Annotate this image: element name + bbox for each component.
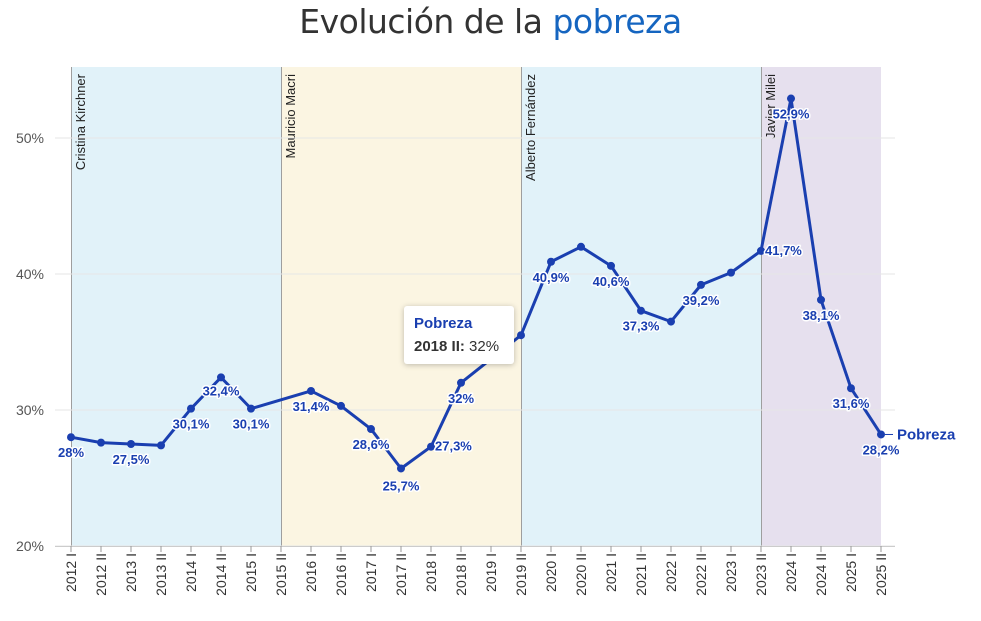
tooltip-category: 2018 II: bbox=[414, 338, 465, 355]
x-tick-label: 2023 II bbox=[753, 553, 769, 596]
data-point bbox=[817, 295, 825, 304]
x-tick-label: 2012 I bbox=[63, 553, 79, 592]
data-point bbox=[67, 433, 75, 442]
x-tick-label: 2023 I bbox=[723, 553, 739, 592]
data-point bbox=[847, 384, 855, 393]
data-label: 30,1% bbox=[173, 417, 210, 432]
data-point bbox=[157, 441, 165, 450]
tooltip-value: 32% bbox=[469, 338, 500, 355]
data-label: 32% bbox=[448, 391, 474, 406]
y-axis: 20% 30% 40% 50% bbox=[16, 130, 44, 554]
x-tick-label: 2016 I bbox=[303, 553, 319, 592]
data-label: 38,1% bbox=[803, 308, 840, 323]
x-tick-label: 2024 II bbox=[813, 553, 829, 596]
tooltip: Pobreza 2018 II: 32% bbox=[404, 306, 514, 364]
x-tick-label: 2014 I bbox=[183, 553, 199, 592]
data-labels: 28% 27,5% 30,1% 32,4% 30,1% 31,4% 28,6% 25,7% 27… bbox=[56, 105, 956, 495]
x-tick-label: 2021 II bbox=[633, 553, 649, 596]
x-tick-label: 2025 II bbox=[873, 553, 889, 596]
chart-title-prefix: Evolución de la bbox=[299, 2, 543, 41]
data-label: 30,1% bbox=[233, 417, 270, 432]
data-point bbox=[217, 373, 225, 382]
x-tick-label: 2019 I bbox=[483, 553, 499, 592]
data-point bbox=[637, 306, 645, 315]
data-point bbox=[457, 378, 465, 387]
data-point bbox=[187, 404, 195, 413]
data-point bbox=[97, 438, 105, 447]
x-tick-label: 2014 II bbox=[213, 553, 229, 596]
x-tick-label: 2020 II bbox=[573, 553, 589, 596]
data-point bbox=[667, 317, 675, 326]
data-point bbox=[607, 261, 615, 270]
x-tick-label: 2022 I bbox=[663, 553, 679, 592]
x-tick-label: 2018 II bbox=[453, 553, 469, 596]
data-label: 37,3% bbox=[623, 319, 660, 334]
tooltip-series: Pobreza bbox=[414, 315, 473, 332]
data-point bbox=[307, 386, 315, 395]
data-point bbox=[757, 246, 765, 255]
period-label: Javier Milei bbox=[763, 74, 778, 139]
data-label: 41,7% bbox=[765, 243, 802, 258]
data-point bbox=[397, 464, 405, 473]
period-label: Mauricio Macri bbox=[283, 74, 298, 159]
x-tick-label: 2021 I bbox=[603, 553, 619, 592]
x-tick-label: 2020 I bbox=[543, 553, 559, 592]
x-tick-label: 2016 II bbox=[333, 553, 349, 596]
chart-title: Evolución de la pobreza bbox=[0, 2, 981, 46]
period-band bbox=[521, 67, 761, 546]
y-tick-label: 40% bbox=[16, 266, 44, 282]
y-tick-label: 30% bbox=[16, 402, 44, 418]
data-label: 28,2% bbox=[863, 442, 900, 457]
series-pobreza bbox=[67, 94, 885, 473]
data-point bbox=[517, 331, 525, 340]
x-tick-label: 2017 II bbox=[393, 553, 409, 596]
data-point bbox=[727, 268, 735, 277]
x-tick-label: 2024 I bbox=[783, 553, 799, 592]
data-label: 39,2% bbox=[683, 293, 720, 308]
data-label: 31,4% bbox=[293, 399, 330, 414]
data-point bbox=[697, 280, 705, 289]
x-tick-label: 2015 I bbox=[243, 553, 259, 592]
x-tick-label: 2018 I bbox=[423, 553, 439, 592]
data-point bbox=[367, 425, 375, 434]
x-tick-label: 2013 II bbox=[153, 553, 169, 596]
data-label: 31,6% bbox=[833, 396, 870, 411]
x-axis: 2012 I 2012 II 2013 I 2013 II 2014 I 2014 II 2… bbox=[55, 546, 895, 596]
period-band bbox=[71, 67, 281, 546]
data-point bbox=[427, 442, 435, 451]
data-label: 52,9% bbox=[773, 107, 810, 122]
data-label: 40,9% bbox=[533, 270, 570, 285]
y-tick-label: 50% bbox=[16, 130, 44, 146]
data-label: 40,6% bbox=[593, 274, 630, 289]
period-label: Alberto Fernández bbox=[523, 74, 538, 181]
period-band bbox=[761, 67, 881, 546]
data-point bbox=[547, 257, 555, 266]
data-label: 28% bbox=[58, 445, 84, 460]
data-label: 27,3% bbox=[435, 439, 472, 454]
chart-title-highlight: pobreza bbox=[552, 2, 682, 41]
data-label: 27,5% bbox=[113, 452, 150, 467]
x-tick-label: 2015 II bbox=[273, 553, 289, 596]
data-label: 28,6% bbox=[353, 437, 390, 452]
data-point bbox=[127, 440, 135, 448]
data-label: 25,7% bbox=[383, 478, 420, 493]
x-tick-label: 2012 II bbox=[93, 553, 109, 596]
data-point bbox=[247, 404, 255, 413]
data-point bbox=[787, 94, 795, 103]
tooltip-line: 2018 II: 32% bbox=[414, 338, 499, 355]
x-tick-label: 2019 II bbox=[513, 553, 529, 596]
x-tick-label: 2022 II bbox=[693, 553, 709, 596]
data-label: 32,4% bbox=[203, 383, 240, 398]
x-tick-label: 2017 I bbox=[363, 553, 379, 592]
data-point bbox=[337, 401, 345, 410]
x-tick-label: 2025 I bbox=[843, 553, 859, 592]
period-label: Cristina Kirchner bbox=[73, 73, 88, 170]
data-point bbox=[877, 430, 885, 439]
x-tick-label: 2013 I bbox=[123, 553, 139, 592]
y-tick-label: 20% bbox=[16, 538, 44, 554]
data-point bbox=[577, 242, 585, 251]
series-name-label: Pobreza bbox=[897, 426, 956, 443]
